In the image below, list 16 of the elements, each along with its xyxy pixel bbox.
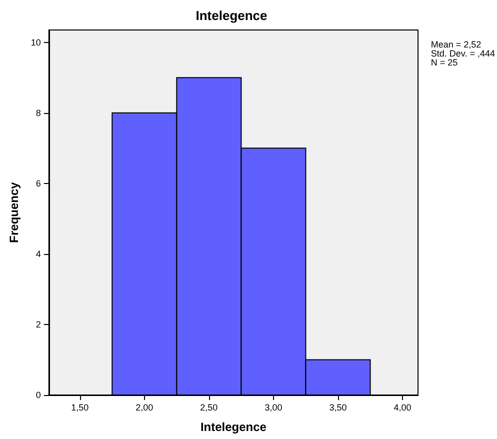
text: Mean = 2,52 Std. Dev. = ,444 N = 25 (430, 40, 496, 68)
y-tick-label: 0 (36, 390, 41, 400)
x-tick-label: 3,50 (329, 402, 347, 412)
x-tick-label: 3,00 (264, 402, 282, 412)
y-tick-label: 6 (36, 178, 41, 188)
y-tick-label: 4 (36, 248, 41, 259)
x-tick-label: 2,50 (200, 402, 218, 412)
x-tick-label: 1,50 (71, 402, 89, 412)
x-axis-title: Intelegence (200, 420, 267, 434)
x-tick-label: 2,00 (136, 402, 154, 412)
chart-title: Intelegence (196, 8, 268, 23)
y-tick-label: 2 (36, 319, 41, 330)
x-tick-label: 4,00 (394, 402, 412, 412)
y-tick-label: 8 (36, 108, 41, 118)
y-tick-label: 10 (30, 37, 41, 48)
y-axis-title: Frequency (7, 182, 21, 243)
